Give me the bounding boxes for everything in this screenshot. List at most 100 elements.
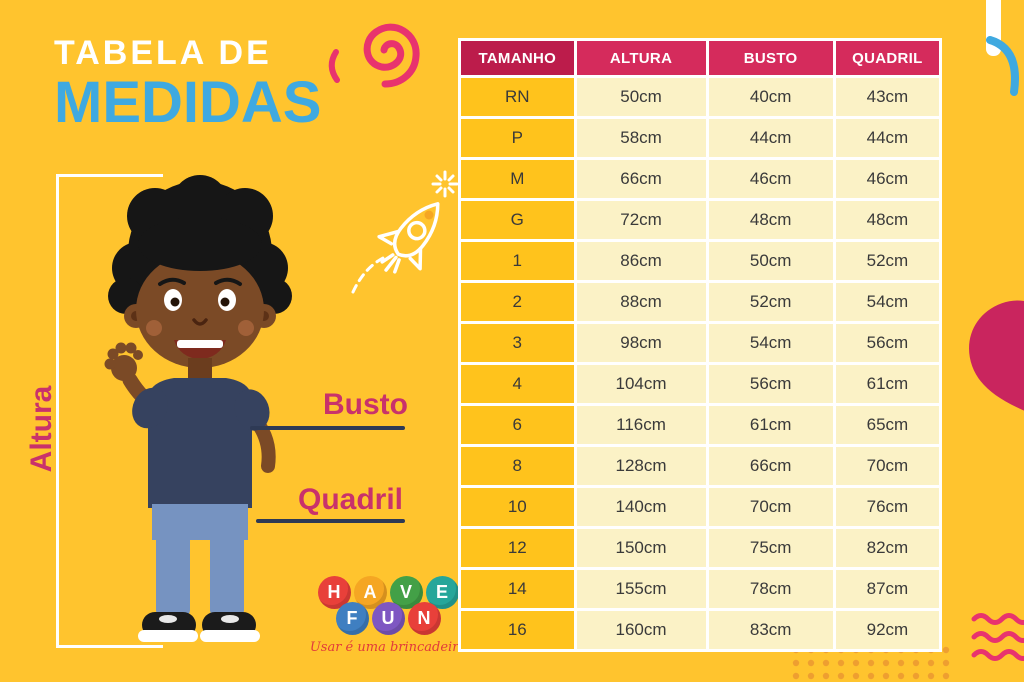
cell-value: 40cm <box>708 78 833 116</box>
cell-value: 46cm <box>835 160 939 198</box>
table-row: 1 86cm 50cm 52cm <box>461 242 939 280</box>
cell-size: 16 <box>461 611 574 649</box>
cell-value: 44cm <box>835 119 939 157</box>
cell-size: RN <box>461 78 574 116</box>
cell-size: 10 <box>461 488 574 526</box>
cell-value: 98cm <box>576 324 706 362</box>
cell-value: 86cm <box>576 242 706 280</box>
boy-illustration <box>104 175 292 642</box>
cell-value: 66cm <box>708 447 833 485</box>
altura-label: Altura <box>25 385 58 473</box>
cell-value: 61cm <box>708 406 833 444</box>
page-title: TABELA DE MEDIDAS <box>54 34 321 134</box>
cell-value: 65cm <box>835 406 939 444</box>
cell-value: 54cm <box>708 324 833 362</box>
table-row: M 66cm 46cm 46cm <box>461 160 939 198</box>
logo-balloon: N <box>407 602 441 635</box>
cell-value: 92cm <box>835 611 939 649</box>
cell-value: 116cm <box>576 406 706 444</box>
cell-value: 43cm <box>835 78 939 116</box>
title-line2: MEDIDAS <box>54 70 322 135</box>
quadril-pointer-line <box>256 519 405 523</box>
cell-value: 66cm <box>576 160 706 198</box>
waving-hand <box>104 342 143 381</box>
table-row: 8 128cm 66cm 70cm <box>461 447 939 485</box>
busto-label: Busto <box>323 388 408 421</box>
cell-size: 3 <box>461 324 574 362</box>
cell-value: 128cm <box>576 447 706 485</box>
blue-arc-doodle <box>986 36 1019 96</box>
cell-value: 83cm <box>708 611 833 649</box>
cell-size: M <box>461 160 574 198</box>
table-row: 3 98cm 54cm 56cm <box>461 324 939 362</box>
table-row: 10 140cm 70cm 76cm <box>461 488 939 526</box>
cell-size: G <box>461 201 574 239</box>
rocket-doodle <box>351 170 459 294</box>
table-row: 6 116cm 61cm 65cm <box>461 406 939 444</box>
cell-size: 8 <box>461 447 574 485</box>
table-row: G 72cm 48cm 48cm <box>461 201 939 239</box>
column-header-busto: BUSTO <box>708 41 833 75</box>
cell-value: 58cm <box>576 119 706 157</box>
quadril-label: Quadril <box>298 483 404 516</box>
table-row: 4 104cm 56cm 61cm <box>461 365 939 403</box>
cell-value: 88cm <box>576 283 706 321</box>
size-table: TAMANHO ALTURA BUSTO QUADRIL RN 50cm 40cm 43cm… <box>458 38 942 652</box>
cell-value: 52cm <box>708 283 833 321</box>
cell-value: 50cm <box>708 242 833 280</box>
cell-value: 150cm <box>576 529 706 567</box>
column-header-altura: ALTURA <box>576 41 706 75</box>
table-row: 2 88cm 52cm 54cm <box>461 283 939 321</box>
table-row: 12 150cm 75cm 82cm <box>461 529 939 567</box>
cell-value: 72cm <box>576 201 706 239</box>
cell-value: 160cm <box>576 611 706 649</box>
table-row: RN 50cm 40cm 43cm <box>461 78 939 116</box>
cell-value: 48cm <box>835 201 939 239</box>
size-table-body: RN 50cm 40cm 43cm P 58cm 44cm 44cm M 66cm 46cm 46cm… <box>461 78 939 649</box>
column-header-quadril: QUADRIL <box>835 41 939 75</box>
cell-value: 87cm <box>835 570 939 608</box>
sneakers <box>138 612 260 642</box>
busto-pointer-line <box>250 426 405 430</box>
cell-value: 82cm <box>835 529 939 567</box>
logo-balloon: U <box>371 602 405 635</box>
cell-size: 2 <box>461 283 574 321</box>
size-table-head: TAMANHO ALTURA BUSTO QUADRIL <box>461 41 939 75</box>
cell-value: 104cm <box>576 365 706 403</box>
cell-value: 46cm <box>708 160 833 198</box>
cell-value: 56cm <box>708 365 833 403</box>
cell-value: 56cm <box>835 324 939 362</box>
logo-balloon: F <box>335 602 369 635</box>
cell-value: 76cm <box>835 488 939 526</box>
cell-value: 54cm <box>835 283 939 321</box>
cell-size: 6 <box>461 406 574 444</box>
table-row: P 58cm 44cm 44cm <box>461 119 939 157</box>
spark-burst <box>431 170 459 198</box>
column-header-tamanho: TAMANHO <box>461 41 574 75</box>
cell-value: 44cm <box>708 119 833 157</box>
waves-doodle <box>971 613 1024 661</box>
dots-pattern <box>792 646 954 682</box>
cell-size: 4 <box>461 365 574 403</box>
cell-value: 75cm <box>708 529 833 567</box>
cell-value: 48cm <box>708 201 833 239</box>
cell-value: 70cm <box>708 488 833 526</box>
title-line1: TABELA DE <box>54 34 272 72</box>
logo-tagline: Usar é uma brincadeira <box>309 640 467 655</box>
cell-value: 52cm <box>835 242 939 280</box>
cell-size: 14 <box>461 570 574 608</box>
cell-size: P <box>461 119 574 157</box>
spiral-doodle <box>328 23 420 88</box>
cell-value: 50cm <box>576 78 706 116</box>
cell-value: 140cm <box>576 488 706 526</box>
size-table-head-row: TAMANHO ALTURA BUSTO QUADRIL <box>461 41 939 75</box>
cell-size: 1 <box>461 242 574 280</box>
cell-value: 78cm <box>708 570 833 608</box>
cell-value: 61cm <box>835 365 939 403</box>
cell-size: 12 <box>461 529 574 567</box>
table-row: 14 155cm 78cm 87cm <box>461 570 939 608</box>
table-row: 16 160cm 83cm 92cm <box>461 611 939 649</box>
heart-doodle <box>969 273 1024 435</box>
